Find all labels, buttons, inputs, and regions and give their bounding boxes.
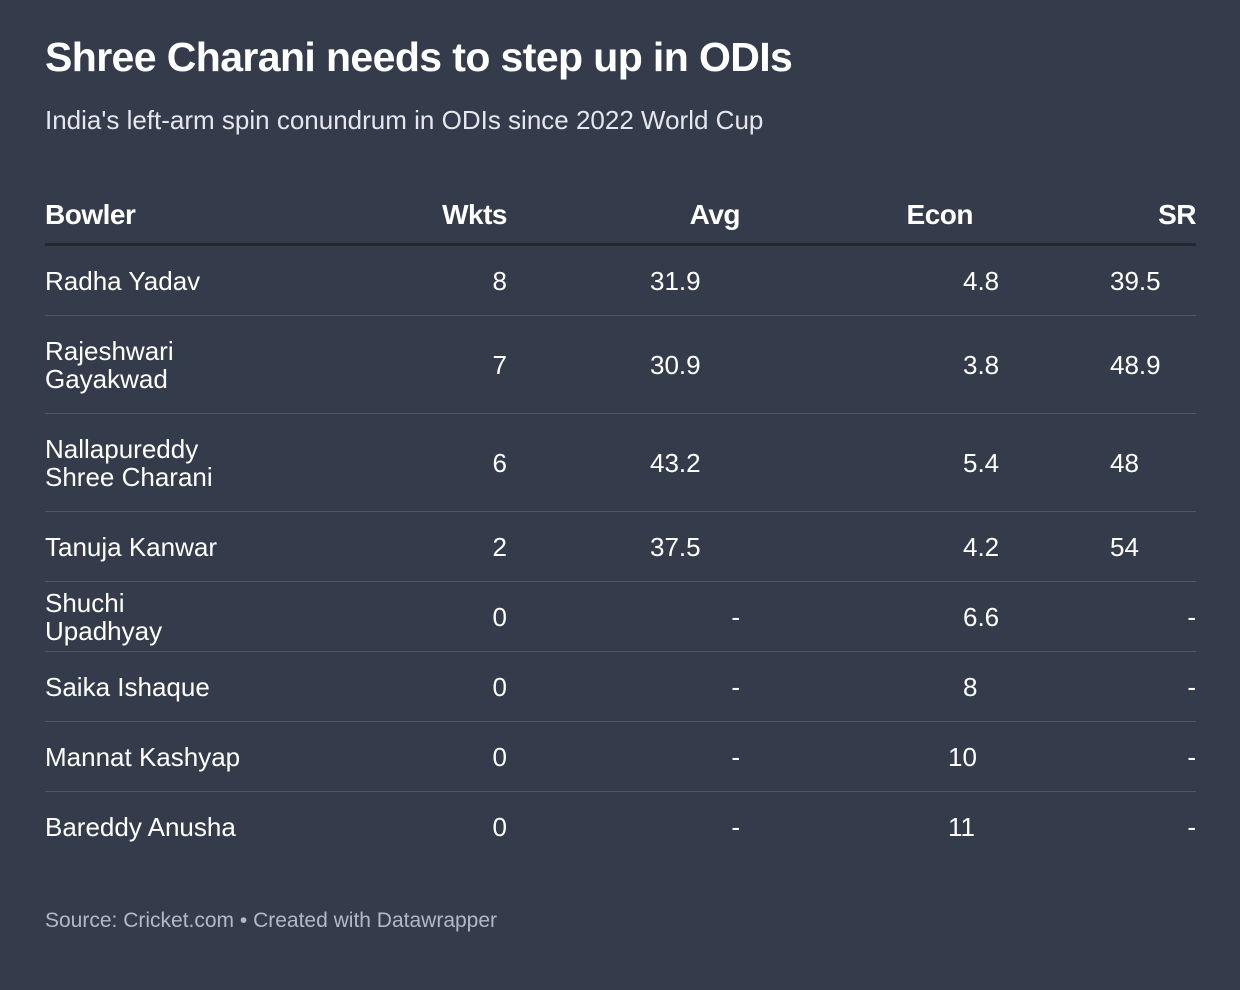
sr-value: 54 bbox=[1110, 531, 1139, 562]
table-row: Mannat Kashyap 0 - 10 - bbox=[45, 721, 1196, 792]
cell-bowler: Shuchi Upadhyay bbox=[45, 581, 345, 652]
column-header-wkts[interactable]: Wkts bbox=[345, 186, 508, 246]
bowler-name: Nallapureddy Shree Charani bbox=[45, 433, 213, 492]
bowler-name: Shuchi Upadhyay bbox=[45, 587, 163, 646]
cell-bowler: Tanuja Kanwar bbox=[45, 511, 345, 582]
cell-sr: - bbox=[973, 792, 1196, 862]
sr-value: - bbox=[1187, 811, 1196, 842]
econ-value: 4.2 bbox=[963, 531, 1000, 562]
table-row: Bareddy Anusha 0 - 11 - bbox=[45, 792, 1196, 862]
cell-econ: 6.6 bbox=[740, 581, 999, 652]
cell-wkts: 8 bbox=[345, 244, 507, 316]
cell-sr: 54 bbox=[973, 511, 1196, 582]
cell-econ: 3.8 bbox=[740, 315, 999, 414]
avg-value: 30.9 bbox=[650, 349, 701, 380]
table-row: Radha Yadav 8 31.9 4.8 39.5 bbox=[45, 244, 1196, 316]
cell-wkts: 0 bbox=[345, 651, 507, 722]
cell-bowler: Mannat Kashyap bbox=[45, 721, 345, 792]
stats-table: Bowler Wkts Avg Econ SR Radha Yadav 8 31.9… bbox=[45, 186, 1197, 862]
cell-bowler: Radha Yadav bbox=[45, 244, 345, 316]
bowler-name: Rajeshwari Gayakwad bbox=[45, 335, 174, 394]
avg-value: 31.9 bbox=[650, 265, 701, 296]
cell-avg: 30.9 bbox=[507, 315, 740, 414]
cell-wkts: 0 bbox=[345, 581, 507, 652]
sr-value: - bbox=[1187, 741, 1196, 772]
sr-value: 48 bbox=[1110, 447, 1139, 478]
cell-avg: 31.9 bbox=[507, 244, 740, 316]
cell-wkts: 0 bbox=[345, 721, 507, 792]
cell-wkts: 7 bbox=[345, 315, 507, 414]
column-header-sr[interactable]: SR bbox=[973, 186, 1197, 246]
econ-value: 4.8 bbox=[963, 265, 1000, 296]
bowler-name: Radha Yadav bbox=[45, 265, 201, 296]
cell-sr: 48.9 bbox=[973, 315, 1196, 414]
cell-sr: - bbox=[973, 581, 1196, 652]
sr-value: 39.5 bbox=[1110, 265, 1161, 296]
cell-econ: 8 bbox=[740, 651, 977, 722]
cell-econ: 4.8 bbox=[740, 244, 999, 316]
cell-econ: 4.2 bbox=[740, 511, 999, 582]
sr-value: - bbox=[1187, 671, 1196, 702]
column-header-bowler[interactable]: Bowler bbox=[45, 186, 345, 246]
cell-sr: 39.5 bbox=[973, 244, 1196, 316]
cell-avg: - bbox=[507, 581, 740, 652]
table-body: Radha Yadav 8 31.9 4.8 39.5 Rajeshwari Gayakw… bbox=[45, 244, 1196, 862]
table-row: Rajeshwari Gayakwad 7 30.9 3.8 48.9 bbox=[45, 315, 1196, 414]
column-header-econ[interactable]: Econ bbox=[740, 186, 974, 246]
chart-subtitle: India's left-arm spin conundrum in ODIs … bbox=[45, 105, 764, 135]
econ-value: 5.4 bbox=[963, 447, 1000, 478]
cell-wkts: 0 bbox=[492, 811, 507, 842]
bowler-name: Mannat Kashyap bbox=[45, 741, 241, 772]
bowler-name: Tanuja Kanwar bbox=[45, 531, 217, 562]
cell-avg: - bbox=[507, 792, 740, 862]
cell-econ: 10 bbox=[740, 721, 977, 792]
cell-avg: - bbox=[507, 721, 740, 792]
cell-avg: 37.5 bbox=[507, 511, 740, 582]
cell-sr: - bbox=[973, 651, 1196, 722]
cell-bowler: Rajeshwari Gayakwad bbox=[45, 315, 345, 414]
cell-sr: 48 bbox=[973, 413, 1196, 512]
econ-value: 11 bbox=[948, 811, 975, 842]
cell-wkts: 6 bbox=[345, 413, 507, 512]
avg-value: 37.5 bbox=[650, 531, 701, 562]
cell-econ: 11 bbox=[740, 792, 975, 862]
bowler-name: Bareddy Anusha bbox=[45, 811, 236, 842]
table-row: Shuchi Upadhyay 0 - 6.6 - bbox=[45, 581, 1196, 652]
bowler-name: Saika Ishaque bbox=[45, 671, 210, 702]
avg-value: - bbox=[731, 811, 740, 842]
econ-value: 6.6 bbox=[963, 601, 1000, 632]
cell-sr: - bbox=[973, 721, 1196, 792]
cell-bowler: Nallapureddy Shree Charani bbox=[45, 413, 345, 512]
avg-value: - bbox=[731, 741, 740, 772]
source-footer: Source: Cricket.com • Created with Dataw… bbox=[45, 909, 498, 932]
econ-value: 3.8 bbox=[963, 349, 1000, 380]
cell-avg: - bbox=[507, 651, 740, 722]
table-row: Tanuja Kanwar 2 37.5 4.2 54 bbox=[45, 511, 1196, 582]
cell-wkts: 2 bbox=[345, 511, 507, 582]
econ-value: 8 bbox=[963, 671, 978, 702]
column-header-avg[interactable]: Avg bbox=[507, 186, 741, 246]
cell-bowler: Bareddy Anusha bbox=[45, 792, 345, 862]
table-row: Nallapureddy Shree Charani 6 43.2 5.4 48 bbox=[45, 413, 1196, 512]
econ-value: 10 bbox=[948, 741, 977, 772]
avg-value: - bbox=[731, 671, 740, 702]
cell-avg: 43.2 bbox=[507, 413, 740, 512]
sr-value: - bbox=[1187, 601, 1196, 632]
table-row: Saika Ishaque 0 - 8 - bbox=[45, 651, 1196, 722]
cell-econ: 5.4 bbox=[740, 413, 999, 512]
avg-value: 43.2 bbox=[650, 447, 701, 478]
sr-value: 48.9 bbox=[1110, 349, 1161, 380]
avg-value: - bbox=[731, 601, 740, 632]
table-header-row: Bowler Wkts Avg Econ SR bbox=[45, 186, 1197, 246]
cell-bowler: Saika Ishaque bbox=[45, 651, 345, 722]
chart-title: Shree Charani needs to step up in ODIs bbox=[45, 34, 793, 80]
